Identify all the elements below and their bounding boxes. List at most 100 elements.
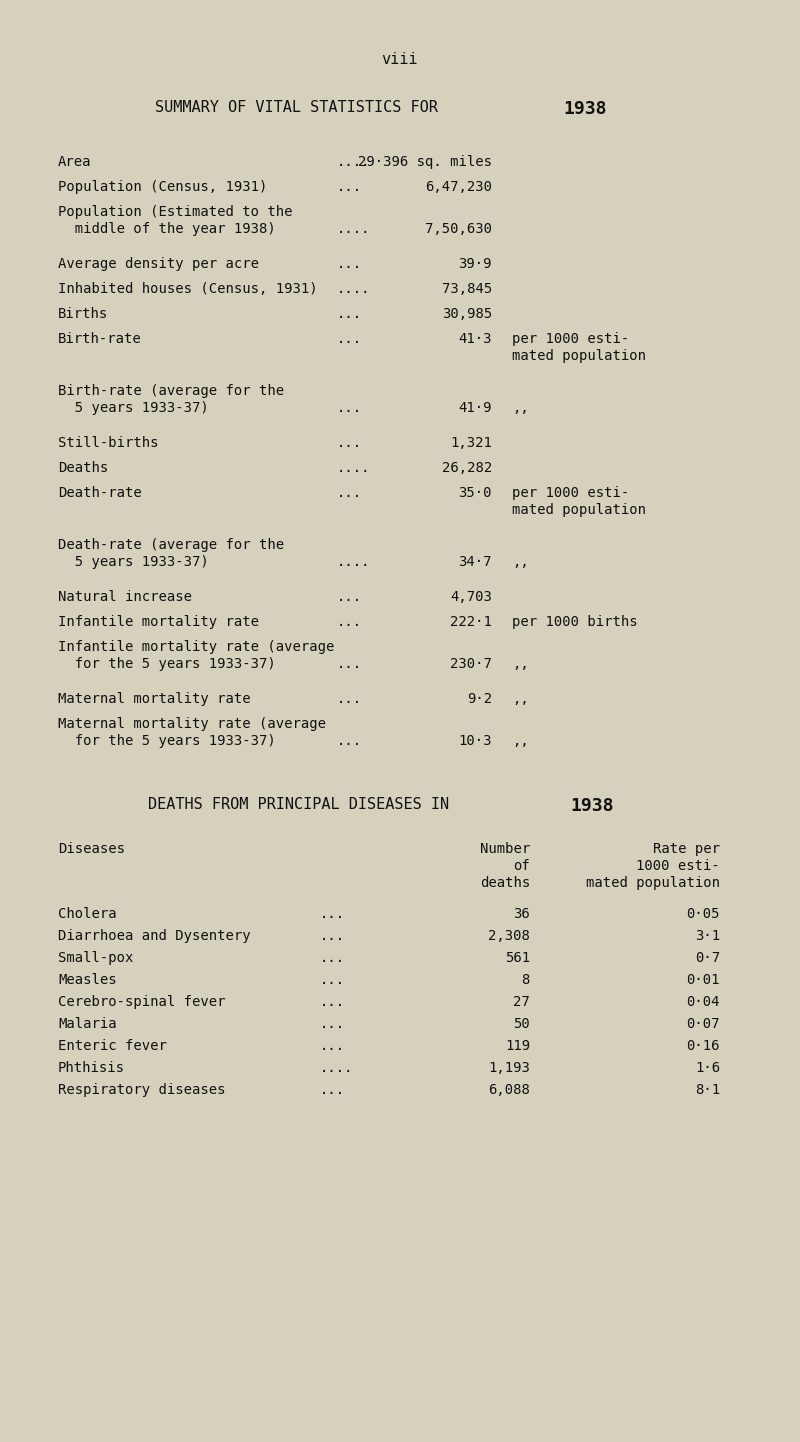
Text: Average density per acre: Average density per acre bbox=[58, 257, 259, 271]
Text: 36: 36 bbox=[514, 907, 530, 921]
Text: Death-rate: Death-rate bbox=[58, 486, 142, 500]
Text: 8: 8 bbox=[522, 973, 530, 986]
Text: 561: 561 bbox=[505, 952, 530, 965]
Text: Number: Number bbox=[480, 842, 530, 857]
Text: ,,: ,, bbox=[512, 692, 529, 707]
Text: ...: ... bbox=[320, 973, 345, 986]
Text: Diarrhoea and Dysentery: Diarrhoea and Dysentery bbox=[58, 929, 250, 943]
Text: 2,308: 2,308 bbox=[488, 929, 530, 943]
Text: 5 years 1933-37): 5 years 1933-37) bbox=[58, 555, 209, 570]
Text: 34·7: 34·7 bbox=[458, 555, 492, 570]
Text: 6,47,230: 6,47,230 bbox=[425, 180, 492, 195]
Text: ....: .... bbox=[337, 222, 370, 236]
Text: 0·7: 0·7 bbox=[695, 952, 720, 965]
Text: 1938: 1938 bbox=[563, 99, 606, 118]
Text: Births: Births bbox=[58, 307, 108, 322]
Text: DEATHS FROM PRINCIPAL DISEASES IN: DEATHS FROM PRINCIPAL DISEASES IN bbox=[148, 797, 458, 812]
Text: 39·9: 39·9 bbox=[458, 257, 492, 271]
Text: 6,088: 6,088 bbox=[488, 1083, 530, 1097]
Text: 27: 27 bbox=[514, 995, 530, 1009]
Text: Birth-rate (average for the: Birth-rate (average for the bbox=[58, 384, 284, 398]
Text: ...: ... bbox=[337, 486, 362, 500]
Text: ...: ... bbox=[337, 435, 362, 450]
Text: Measles: Measles bbox=[58, 973, 117, 986]
Text: Small-pox: Small-pox bbox=[58, 952, 134, 965]
Text: Enteric fever: Enteric fever bbox=[58, 1040, 167, 1053]
Text: 4,703: 4,703 bbox=[450, 590, 492, 604]
Text: for the 5 years 1933-37): for the 5 years 1933-37) bbox=[58, 734, 276, 748]
Text: 5 years 1933-37): 5 years 1933-37) bbox=[58, 401, 209, 415]
Text: ...: ... bbox=[337, 734, 362, 748]
Text: Area: Area bbox=[58, 154, 91, 169]
Text: per 1000 esti-: per 1000 esti- bbox=[512, 486, 630, 500]
Text: middle of the year 1938): middle of the year 1938) bbox=[58, 222, 276, 236]
Text: 73,845: 73,845 bbox=[442, 283, 492, 296]
Text: Rate per: Rate per bbox=[653, 842, 720, 857]
Text: 8·1: 8·1 bbox=[695, 1083, 720, 1097]
Text: Still-births: Still-births bbox=[58, 435, 158, 450]
Text: for the 5 years 1933-37): for the 5 years 1933-37) bbox=[58, 658, 276, 671]
Text: 30,985: 30,985 bbox=[442, 307, 492, 322]
Text: 29·396 sq. miles: 29·396 sq. miles bbox=[358, 154, 492, 169]
Text: viii: viii bbox=[382, 52, 418, 66]
Text: Birth-rate: Birth-rate bbox=[58, 332, 142, 346]
Text: ...: ... bbox=[337, 257, 362, 271]
Text: ...: ... bbox=[337, 332, 362, 346]
Text: 41·3: 41·3 bbox=[458, 332, 492, 346]
Text: Phthisis: Phthisis bbox=[58, 1061, 125, 1074]
Text: ,,: ,, bbox=[512, 401, 529, 415]
Text: 1938: 1938 bbox=[570, 797, 614, 815]
Text: 50: 50 bbox=[514, 1017, 530, 1031]
Text: Infantile mortality rate: Infantile mortality rate bbox=[58, 614, 259, 629]
Text: 35·0: 35·0 bbox=[458, 486, 492, 500]
Text: Natural increase: Natural increase bbox=[58, 590, 192, 604]
Text: Population (Estimated to the: Population (Estimated to the bbox=[58, 205, 293, 219]
Text: ....: .... bbox=[337, 154, 370, 169]
Text: 0·01: 0·01 bbox=[686, 973, 720, 986]
Text: ...: ... bbox=[337, 590, 362, 604]
Text: ...: ... bbox=[320, 1040, 345, 1053]
Text: 1000 esti-: 1000 esti- bbox=[636, 859, 720, 872]
Text: Malaria: Malaria bbox=[58, 1017, 117, 1031]
Text: ...: ... bbox=[320, 1017, 345, 1031]
Text: Infantile mortality rate (average: Infantile mortality rate (average bbox=[58, 640, 334, 655]
Text: 222·1: 222·1 bbox=[450, 614, 492, 629]
Text: SUMMARY OF VITAL STATISTICS FOR: SUMMARY OF VITAL STATISTICS FOR bbox=[155, 99, 447, 115]
Text: ...: ... bbox=[337, 180, 362, 195]
Text: mated population: mated population bbox=[512, 503, 646, 518]
Text: ...: ... bbox=[337, 692, 362, 707]
Text: per 1000 births: per 1000 births bbox=[512, 614, 638, 629]
Text: 0·05: 0·05 bbox=[686, 907, 720, 921]
Text: ,,: ,, bbox=[512, 734, 529, 748]
Text: 119: 119 bbox=[505, 1040, 530, 1053]
Text: mated population: mated population bbox=[586, 875, 720, 890]
Text: Respiratory diseases: Respiratory diseases bbox=[58, 1083, 226, 1097]
Text: 1·6: 1·6 bbox=[695, 1061, 720, 1074]
Text: ...: ... bbox=[320, 907, 345, 921]
Text: 1,321: 1,321 bbox=[450, 435, 492, 450]
Text: Maternal mortality rate: Maternal mortality rate bbox=[58, 692, 250, 707]
Text: ...: ... bbox=[337, 658, 362, 671]
Text: 7,50,630: 7,50,630 bbox=[425, 222, 492, 236]
Text: 1,193: 1,193 bbox=[488, 1061, 530, 1074]
Text: 10·3: 10·3 bbox=[458, 734, 492, 748]
Text: ...: ... bbox=[320, 1083, 345, 1097]
Text: ...: ... bbox=[337, 614, 362, 629]
Text: Death-rate (average for the: Death-rate (average for the bbox=[58, 538, 284, 552]
Text: 3·1: 3·1 bbox=[695, 929, 720, 943]
Text: Population (Census, 1931): Population (Census, 1931) bbox=[58, 180, 267, 195]
Text: 26,282: 26,282 bbox=[442, 461, 492, 474]
Text: ....: .... bbox=[337, 461, 370, 474]
Text: 41·9: 41·9 bbox=[458, 401, 492, 415]
Text: 9·2: 9·2 bbox=[467, 692, 492, 707]
Text: of: of bbox=[514, 859, 530, 872]
Text: Deaths: Deaths bbox=[58, 461, 108, 474]
Text: ...: ... bbox=[320, 929, 345, 943]
Text: Cholera: Cholera bbox=[58, 907, 117, 921]
Text: 0·04: 0·04 bbox=[686, 995, 720, 1009]
Text: ...: ... bbox=[337, 307, 362, 322]
Text: 230·7: 230·7 bbox=[450, 658, 492, 671]
Text: mated population: mated population bbox=[512, 349, 646, 363]
Text: ....: .... bbox=[320, 1061, 354, 1074]
Text: deaths: deaths bbox=[480, 875, 530, 890]
